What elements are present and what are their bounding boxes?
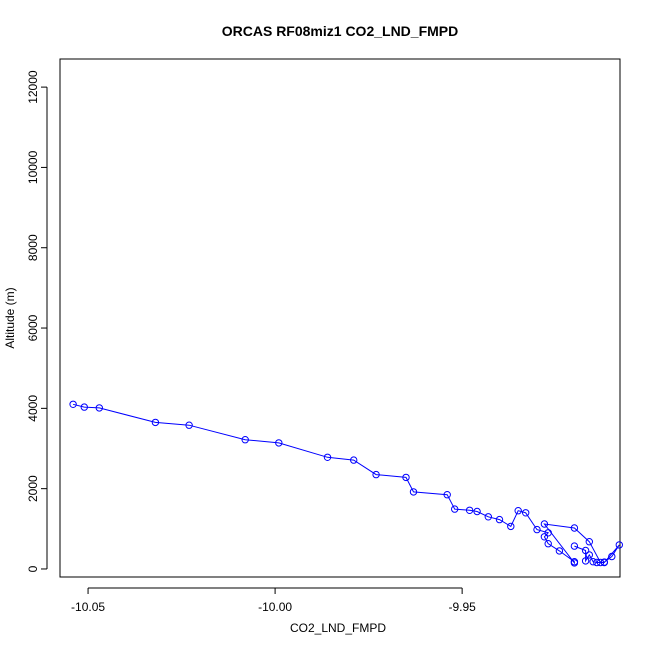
data-point — [540, 520, 549, 528]
data-point — [402, 473, 410, 482]
data-point — [451, 505, 459, 513]
data-point — [507, 522, 515, 531]
data-point — [544, 529, 552, 537]
data-point — [555, 547, 564, 555]
chart-title: ORCAS RF08miz1 CO2_LND_FMPD — [222, 23, 459, 39]
data-point — [241, 436, 249, 444]
data-point — [514, 507, 522, 515]
y-tick-label: 10000 — [26, 150, 40, 184]
data-point — [522, 509, 530, 517]
data-point — [443, 491, 451, 499]
y-axis-label: Altitude (m) — [3, 287, 17, 348]
data-point — [570, 542, 579, 550]
series-line — [72, 403, 620, 565]
x-axis: -10.05 -10.00 -9.95 — [71, 587, 476, 614]
y-tick-label: 6000 — [26, 314, 40, 341]
y-tick-label: 8000 — [26, 234, 40, 261]
data-point — [465, 506, 474, 514]
data-point — [495, 515, 504, 524]
y-tick-label: 2000 — [26, 475, 40, 502]
data-point — [372, 470, 380, 479]
data-point — [151, 418, 160, 427]
data-point — [596, 558, 605, 567]
x-tick-label: -10.05 — [71, 600, 105, 614]
y-tick-label: 12000 — [26, 70, 40, 104]
data-point — [80, 403, 89, 411]
data-point — [323, 453, 332, 461]
data-point — [350, 456, 358, 464]
y-axis: 0 2000 4000 6000 8000 10000 12000 — [26, 70, 48, 572]
series-layer — [69, 400, 623, 567]
data-point — [608, 552, 616, 561]
data-point — [484, 513, 492, 521]
data-point — [473, 507, 481, 516]
y-tick-label: 0 — [26, 565, 40, 572]
data-point — [615, 541, 623, 549]
data-point — [581, 557, 590, 565]
data-point — [275, 439, 283, 447]
x-tick-label: -10.00 — [258, 600, 292, 614]
data-point — [540, 533, 549, 541]
data-point — [533, 525, 541, 534]
data-point — [589, 558, 597, 566]
data-point — [185, 421, 193, 429]
x-axis-label: CO2_LND_FMPD — [290, 621, 386, 635]
data-point — [570, 524, 579, 532]
data-point — [581, 546, 590, 555]
data-point — [593, 558, 601, 567]
data-point — [95, 404, 104, 412]
data-point — [544, 540, 552, 548]
data-point — [570, 559, 579, 567]
y-tick-label: 4000 — [26, 395, 40, 422]
data-point — [585, 551, 593, 559]
data-point — [600, 558, 608, 567]
data-point — [585, 538, 593, 546]
data-point — [409, 488, 418, 496]
data-point — [69, 400, 77, 408]
plot-frame — [59, 58, 621, 578]
x-tick-label: -9.95 — [448, 600, 476, 614]
